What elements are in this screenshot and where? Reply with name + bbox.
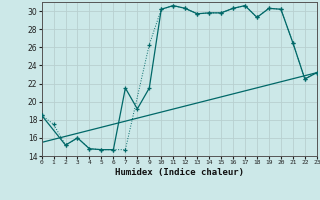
X-axis label: Humidex (Indice chaleur): Humidex (Indice chaleur)	[115, 168, 244, 177]
